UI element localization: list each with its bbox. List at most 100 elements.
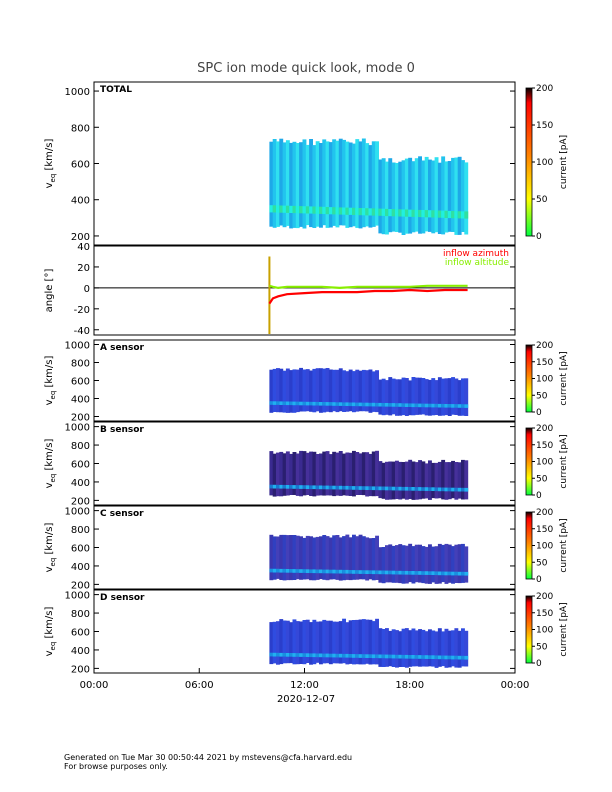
spectrogram-core-cell xyxy=(464,655,469,660)
spectrogram-core-cell xyxy=(391,570,396,575)
spectrogram-core-cell xyxy=(464,211,469,219)
spectrogram-cell xyxy=(424,546,429,584)
spectrogram-core-cell xyxy=(404,403,409,407)
spectrogram-core-cell xyxy=(451,655,455,660)
spectrogram-cell xyxy=(269,141,274,227)
spectrogram-cell xyxy=(309,536,313,581)
y-tick-label: 800 xyxy=(71,525,90,536)
spectrogram-cell xyxy=(404,628,409,668)
legend-entry: inflow azimuth xyxy=(443,249,509,259)
spectrogram-core-cell xyxy=(378,570,383,575)
spectrogram-core-cell xyxy=(345,485,350,490)
spectrogram-cell xyxy=(299,621,303,664)
colorbar-tick-label: 150 xyxy=(536,525,553,535)
spectrogram-cell xyxy=(289,142,294,229)
spectrogram-core-cell xyxy=(378,654,383,659)
footer-browse-line: For browse purposes only. xyxy=(64,762,168,771)
spectrogram-core-cell xyxy=(418,571,422,575)
spectrogram-cell xyxy=(391,378,396,415)
spectrogram-cell xyxy=(408,630,413,667)
spectrogram-cell xyxy=(269,534,274,581)
spectrogram-core-cell xyxy=(421,487,426,491)
y-tick-label: 800 xyxy=(71,609,90,620)
spectrogram-core-cell xyxy=(299,401,303,406)
colorbar xyxy=(525,427,533,496)
spectrogram-core-cell xyxy=(352,207,356,215)
y-axis-label: veq [km/s] xyxy=(44,356,57,406)
spectrogram-core-cell xyxy=(444,210,449,218)
spectrogram-core-cell xyxy=(457,655,462,660)
spectrogram-core-cell xyxy=(434,403,439,408)
spectrogram-cell xyxy=(437,162,442,234)
spectrogram-cell xyxy=(348,537,353,581)
spectrogram-cell xyxy=(282,453,287,496)
footer: Generated on Tue Mar 30 00:50:44 2021 by… xyxy=(64,753,352,771)
spectrogram-cell xyxy=(398,461,403,500)
spectrogram-cell xyxy=(328,537,333,580)
spectrogram-core-cell xyxy=(375,570,379,575)
spectrogram-cell xyxy=(461,543,465,583)
spectrogram-cell xyxy=(279,138,284,226)
spectrogram-cell xyxy=(295,453,300,496)
spectrogram-cell xyxy=(358,534,363,580)
spectrogram-core-cell xyxy=(282,401,287,405)
y-tick-label: 400 xyxy=(71,478,90,489)
spectrogram-cell xyxy=(302,620,307,665)
spectrogram-cell xyxy=(461,459,465,500)
spectrogram-cell xyxy=(335,621,340,664)
spectrogram-cell xyxy=(282,142,287,228)
spectrogram-core-cell xyxy=(272,568,277,573)
spectrogram-core-cell xyxy=(272,652,277,657)
spectrogram-cell xyxy=(348,369,353,412)
spectrogram-core-cell xyxy=(371,486,376,491)
spectrogram-core-cell xyxy=(414,403,419,408)
spectrogram-cell xyxy=(418,544,422,583)
spectrogram-core-cell xyxy=(401,486,406,491)
spectrogram-core-cell xyxy=(302,485,307,489)
spectrogram-core-cell xyxy=(368,402,373,407)
y-axis-label-sub: eq xyxy=(49,558,57,567)
spectrogram-cell xyxy=(285,140,290,226)
y-tick-label: 400 xyxy=(71,562,90,573)
spectrogram-core-cell xyxy=(355,207,360,216)
spectrogram-core-cell xyxy=(325,569,330,574)
spectrogram-core-cell xyxy=(319,653,323,658)
spectrogram-core-cell xyxy=(295,401,300,406)
spectrogram-core-cell xyxy=(292,401,297,406)
spectrogram-core-cell xyxy=(395,209,399,217)
spectrogram-core-cell xyxy=(447,655,452,660)
spectrogram-cell xyxy=(444,462,449,500)
spectrogram-core-cell xyxy=(461,211,465,219)
spectrogram-core-cell xyxy=(338,207,343,215)
spectrogram-core-cell xyxy=(358,208,363,216)
spectrogram-core-cell xyxy=(444,571,449,576)
spectrogram-core-cell xyxy=(441,403,446,408)
spectrogram-core-cell xyxy=(388,403,393,407)
spectrogram-core-cell xyxy=(395,486,399,491)
spectrogram-cell xyxy=(375,370,379,413)
spectrogram-cell xyxy=(348,620,353,664)
spectrogram-cell xyxy=(279,619,284,665)
spectrogram-core-cell xyxy=(437,571,442,576)
spectrogram-cell xyxy=(282,620,287,664)
spectrogram-cell xyxy=(319,368,323,413)
spectrogram-cell xyxy=(289,622,294,664)
spectrogram-cell xyxy=(375,535,379,580)
spectrogram-core-cell xyxy=(285,205,290,213)
spectrogram-core-cell xyxy=(457,211,462,219)
x-date-label: 2020-12-07 xyxy=(277,694,335,705)
spectrogram-cell xyxy=(368,619,373,665)
spectrogram-core-cell xyxy=(322,402,327,406)
spectrogram-cell xyxy=(375,618,379,665)
spectrogram-core-cell xyxy=(401,403,406,407)
spectrogram-core-cell xyxy=(289,569,294,573)
spectrogram-core-cell xyxy=(285,653,290,657)
chart-title: SPC ion mode quick look, mode 0 xyxy=(197,61,415,76)
spectrogram-core-cell xyxy=(381,403,386,407)
spectrogram-core-cell xyxy=(365,486,370,490)
spectrogram-core-cell xyxy=(289,653,294,657)
spectrogram-cell xyxy=(451,460,455,499)
colorbar-tick-label: 50 xyxy=(536,474,548,484)
spectrogram-core-cell xyxy=(361,402,366,407)
colorbar-tick-label: 100 xyxy=(536,375,553,385)
